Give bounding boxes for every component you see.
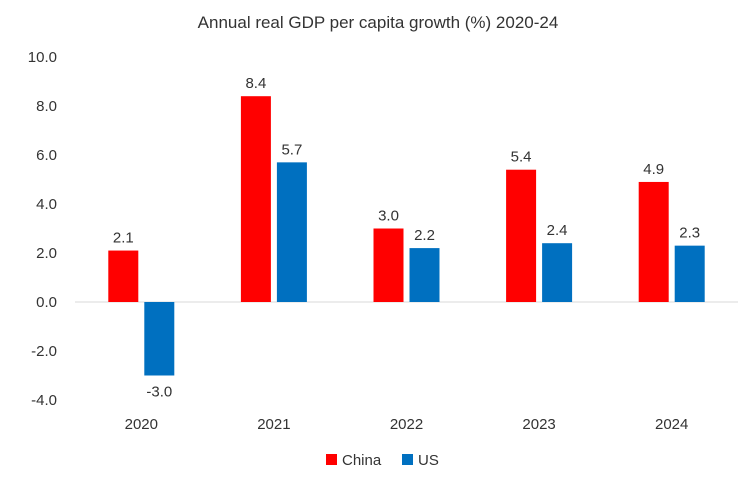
x-category-label: 2024: [655, 416, 688, 433]
y-tick-label: 2.0: [36, 245, 57, 262]
bar-us-2021: [276, 162, 307, 302]
data-label-china-2022: 3.0: [378, 208, 399, 225]
bar-china-2022: [373, 228, 404, 302]
data-label-china-2024: 4.9: [643, 161, 664, 178]
bar-us-2022: [409, 248, 440, 302]
bar-group: [108, 96, 705, 376]
bar-us-2024: [674, 245, 705, 302]
data-label-group: 2.1 -3.0 8.4 5.7 3.0 2.2 5.4 2.4 4.9 2.3: [113, 75, 700, 400]
x-category-label: 2020: [125, 416, 158, 433]
chart-title: Annual real GDP per capita growth (%) 20…: [198, 13, 559, 32]
data-label-us-2022: 2.2: [414, 227, 435, 244]
bar-china-2020: [108, 250, 139, 302]
y-tick-label: 10.0: [28, 49, 57, 66]
bar-china-2024: [638, 181, 669, 302]
legend: China US: [326, 452, 439, 469]
bar-china-2023: [506, 169, 537, 302]
data-label-us-2020: -3.0: [146, 384, 172, 401]
data-label-us-2024: 2.3: [679, 225, 700, 242]
legend-label-us: US: [418, 452, 439, 469]
bar-us-2023: [542, 243, 573, 302]
x-category-label: 2023: [522, 416, 555, 433]
y-tick-label: 0.0: [36, 294, 57, 311]
data-label-china-2020: 2.1: [113, 230, 134, 247]
x-category-label: 2022: [390, 416, 423, 433]
x-category-label: 2021: [257, 416, 290, 433]
legend-swatch-us: [402, 454, 413, 465]
data-label-us-2023: 2.4: [547, 222, 568, 239]
legend-swatch-china: [326, 454, 337, 465]
data-label-china-2023: 5.4: [511, 149, 532, 166]
y-tick-label: -2.0: [31, 343, 57, 360]
y-axis-tick-labels: -4.0 -2.0 0.0 2.0 4.0 6.0 8.0 10.0: [28, 49, 57, 409]
bar-china-2021: [240, 96, 271, 302]
data-label-china-2021: 8.4: [245, 75, 266, 92]
bar-us-2020: [144, 302, 175, 376]
y-tick-label: -4.0: [31, 392, 57, 409]
data-label-us-2021: 5.7: [281, 141, 302, 158]
y-tick-label: 4.0: [36, 196, 57, 213]
y-tick-label: 8.0: [36, 98, 57, 115]
legend-label-china: China: [342, 452, 382, 469]
x-axis-category-labels: 2020 2021 2022 2023 2024: [125, 416, 689, 433]
y-tick-label: 6.0: [36, 147, 57, 164]
